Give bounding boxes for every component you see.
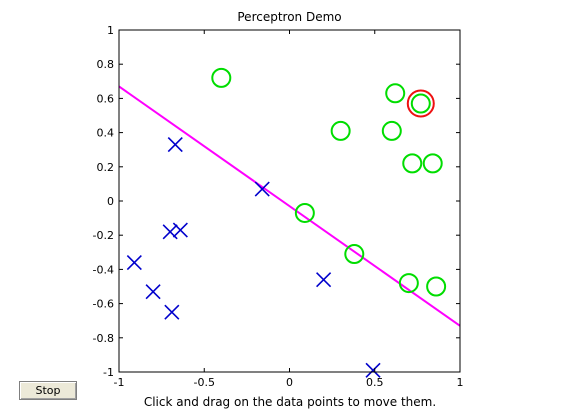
negative-data-point[interactable] [172, 222, 188, 238]
positive-data-point[interactable] [398, 273, 419, 294]
negative-data-point[interactable] [167, 137, 183, 153]
x-tick-label: 0 [286, 376, 293, 389]
y-axis: 1 0.8 0.6 0.4 0.2 0 -0.2 -0.4 -0.6 -0.8 -1 [93, 24, 460, 379]
x-axis: -1 -0.5 0 0.5 1 [114, 30, 464, 389]
axes-box [118, 29, 461, 373]
negative-data-point[interactable] [365, 362, 381, 378]
selected-point-ring[interactable] [406, 89, 435, 118]
positive-data-point[interactable] [402, 153, 423, 174]
x-tick-label: -0.5 [194, 376, 215, 389]
y-tick-label: -0.2 [93, 229, 114, 242]
decision-boundary-line [118, 85, 461, 327]
x-tick-label: 0.5 [366, 376, 384, 389]
y-tick-label: 0 [107, 195, 114, 208]
stop-button[interactable]: Stop [19, 381, 77, 400]
x-tick-label: -1 [114, 376, 125, 389]
y-tick-label: 0.8 [97, 58, 115, 71]
plot-title: Perceptron Demo [237, 10, 341, 24]
negative-data-point[interactable] [145, 284, 161, 300]
y-tick-label: -0.4 [93, 263, 114, 276]
positive-data-point[interactable] [385, 83, 406, 104]
y-tick-label: -0.8 [93, 332, 114, 345]
y-tick-label: 0.2 [97, 161, 115, 174]
positive-data-point[interactable] [410, 93, 431, 114]
negative-data-point[interactable] [164, 304, 180, 320]
positive-data-point[interactable] [294, 202, 315, 223]
positive-data-point[interactable] [211, 67, 232, 88]
y-tick-label: 1 [107, 24, 114, 37]
negative-data-point[interactable] [126, 254, 142, 271]
positive-data-point[interactable] [330, 120, 351, 141]
x-tick-label: 1 [457, 376, 464, 389]
y-tick-label: 0.6 [97, 92, 115, 105]
plot-marks[interactable] [118, 67, 461, 378]
y-tick-label: 0.4 [97, 127, 115, 140]
y-tick-label: -0.6 [93, 298, 114, 311]
positive-data-point[interactable] [381, 120, 402, 141]
negative-data-point[interactable] [162, 224, 178, 240]
negative-data-point[interactable] [316, 272, 332, 288]
positive-data-point[interactable] [422, 153, 443, 174]
negative-data-point[interactable] [254, 181, 270, 197]
positive-data-point[interactable] [344, 244, 365, 265]
positive-data-point[interactable] [426, 276, 447, 297]
instruction-text: Click and drag on the data points to mov… [143, 395, 437, 409]
y-tick-label: -1 [103, 366, 114, 379]
